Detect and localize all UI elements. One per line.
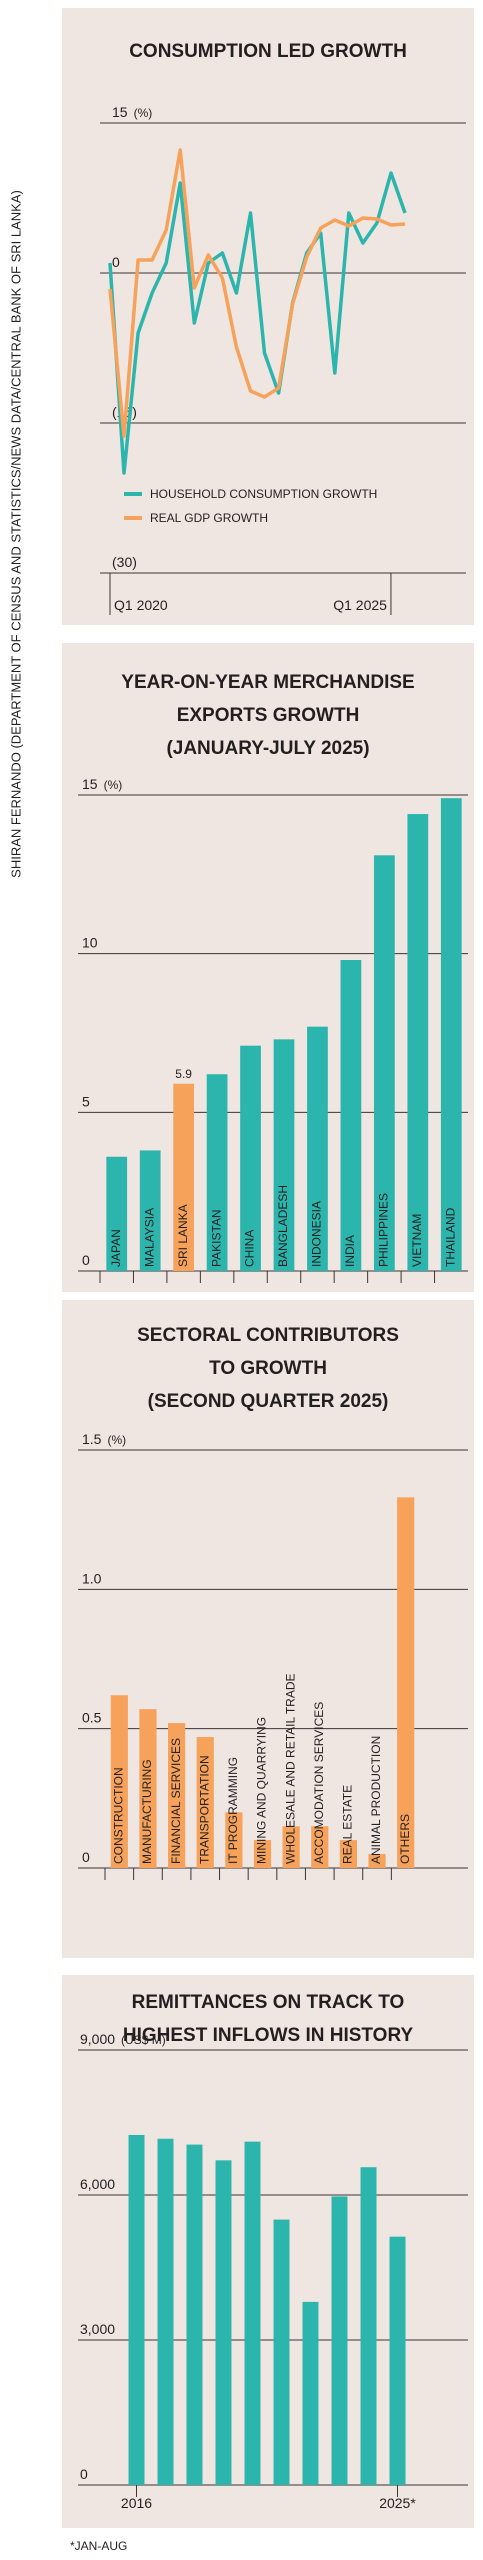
bar-label: JAPAN <box>109 1229 123 1267</box>
chart-title: YEAR-ON-YEAR MERCHANDISE <box>121 672 414 693</box>
bar <box>110 1695 128 1868</box>
credit: SHIRAN FERNANDO (DEPARTMENT OF CENSUS AN… <box>8 190 23 878</box>
bar <box>302 2301 319 2485</box>
bar-label: MANUFACTURING <box>140 1759 154 1864</box>
bar <box>128 2134 145 2485</box>
bar <box>373 855 395 1271</box>
x-tick-label: 2016 <box>121 2495 152 2511</box>
legend-label: REAL GDP GROWTH <box>150 511 268 525</box>
y-tick-label: 0.5 <box>82 1710 102 1726</box>
bar <box>368 1854 386 1868</box>
chart-title: SECTORAL CONTRIBUTORS <box>137 1325 399 1346</box>
y-tick-label: 15 <box>112 104 128 120</box>
bar-label: ANIMAL PRODUCTION <box>369 1736 383 1864</box>
x-tick-label: Q1 2025 <box>333 597 387 613</box>
bar <box>273 1039 295 1271</box>
bar-label: PAKISTAN <box>209 1209 223 1267</box>
bar-label: VIETNAM <box>410 1214 424 1267</box>
y-unit: (%) <box>134 106 153 120</box>
bar-label: BANGLADESH <box>276 1185 290 1267</box>
bar-label: ACCOMODATION SERVICES <box>312 1702 326 1864</box>
y-tick-label: 9,000 <box>80 2031 115 2047</box>
y-tick-label: 3,000 <box>80 2321 115 2337</box>
bar <box>244 2141 261 2485</box>
bar-label: PHILIPPINES <box>377 1193 391 1267</box>
bar-label: SRI LANKA <box>176 1204 190 1267</box>
y-tick-label: 0 <box>80 2466 88 2482</box>
y-tick-label: 0 <box>112 254 120 270</box>
x-tick-label: 2025* <box>379 2495 416 2511</box>
bar <box>339 1840 357 1868</box>
chart-title: TO GROWTH <box>209 1358 327 1379</box>
bar-label: OTHERS <box>398 1814 412 1864</box>
bar <box>186 2144 203 2485</box>
y-unit: (%) <box>107 1433 126 1447</box>
y-tick-label: 6,000 <box>80 2176 115 2192</box>
bar-label: TRANSPORTATION <box>197 1755 211 1864</box>
y-tick-label: 0 <box>82 1252 90 1268</box>
chart-title: (SECOND QUARTER 2025) <box>148 1391 389 1412</box>
data-label: 5.9 <box>175 1067 192 1081</box>
bar <box>311 1826 329 1868</box>
bar <box>340 960 362 1271</box>
y-tick-label: 10 <box>82 935 98 951</box>
chart-title: CONSUMPTION LED GROWTH <box>129 41 407 62</box>
bar-label: INDIA <box>343 1235 357 1267</box>
series-line <box>108 171 407 475</box>
bar-label: THAILAND <box>443 1207 457 1267</box>
chart-title: EXPORTS GROWTH <box>177 705 360 726</box>
bar <box>440 798 462 1271</box>
bar <box>407 814 429 1271</box>
bar <box>139 1150 161 1271</box>
y-unit: (US$ M) <box>121 2033 166 2047</box>
y-unit: (%) <box>104 778 123 792</box>
bar <box>225 1812 243 1868</box>
y-tick-label: (30) <box>112 554 137 570</box>
bar-label: CHINA <box>243 1230 257 1267</box>
series-line <box>108 148 406 438</box>
bar <box>215 2160 232 2485</box>
chart-title: HIGHEST INFLOWS IN HISTORY <box>123 2025 414 2046</box>
y-tick-label: 1.0 <box>82 1570 102 1586</box>
panel <box>62 1975 474 2528</box>
bar-label: REAL ESTATE <box>341 1785 355 1864</box>
bar <box>273 2219 290 2485</box>
bar <box>282 1826 300 1868</box>
chart-title: REMITTANCES ON TRACK TO <box>132 1992 405 2013</box>
y-tick-label: 5 <box>82 1093 90 1109</box>
bar <box>360 2167 377 2485</box>
bar-label: MALAYSIA <box>142 1208 156 1267</box>
x-tick-label: Q1 2020 <box>114 597 168 613</box>
bar <box>240 1045 261 1271</box>
bar-label: WHOLESALE AND RETAIL TRADE <box>283 1674 297 1865</box>
bar <box>139 1709 157 1868</box>
bar <box>253 1840 272 1868</box>
bar <box>206 1074 228 1271</box>
y-tick-label: 0 <box>82 1849 90 1865</box>
bar <box>106 1156 128 1271</box>
bar-label: FINANCIAL SERVICES <box>169 1738 183 1864</box>
bar-label: INDONESIA <box>310 1201 324 1267</box>
bar-label: IT PROGRAMMING <box>226 1757 240 1864</box>
bar <box>157 2138 174 2485</box>
panel <box>62 8 474 625</box>
bar <box>331 2196 348 2485</box>
y-tick-label: 1.5 <box>82 1431 102 1447</box>
bar-label: MINING AND QUARRYING <box>255 1717 269 1864</box>
footnote: *JAN-AUG <box>70 2539 127 2553</box>
bar <box>389 2236 406 2485</box>
y-tick-label: 15 <box>82 776 98 792</box>
bar <box>397 1497 415 1868</box>
bar <box>173 1083 195 1271</box>
bar <box>307 1026 328 1271</box>
bar <box>196 1737 214 1868</box>
legend-label: HOUSEHOLD CONSUMPTION GROWTH <box>150 487 377 501</box>
bar-label: CONSTRUCTION <box>111 1767 125 1864</box>
bar <box>168 1723 186 1868</box>
panel <box>62 643 474 1292</box>
chart-title: (JANUARY-JULY 2025) <box>166 738 369 759</box>
